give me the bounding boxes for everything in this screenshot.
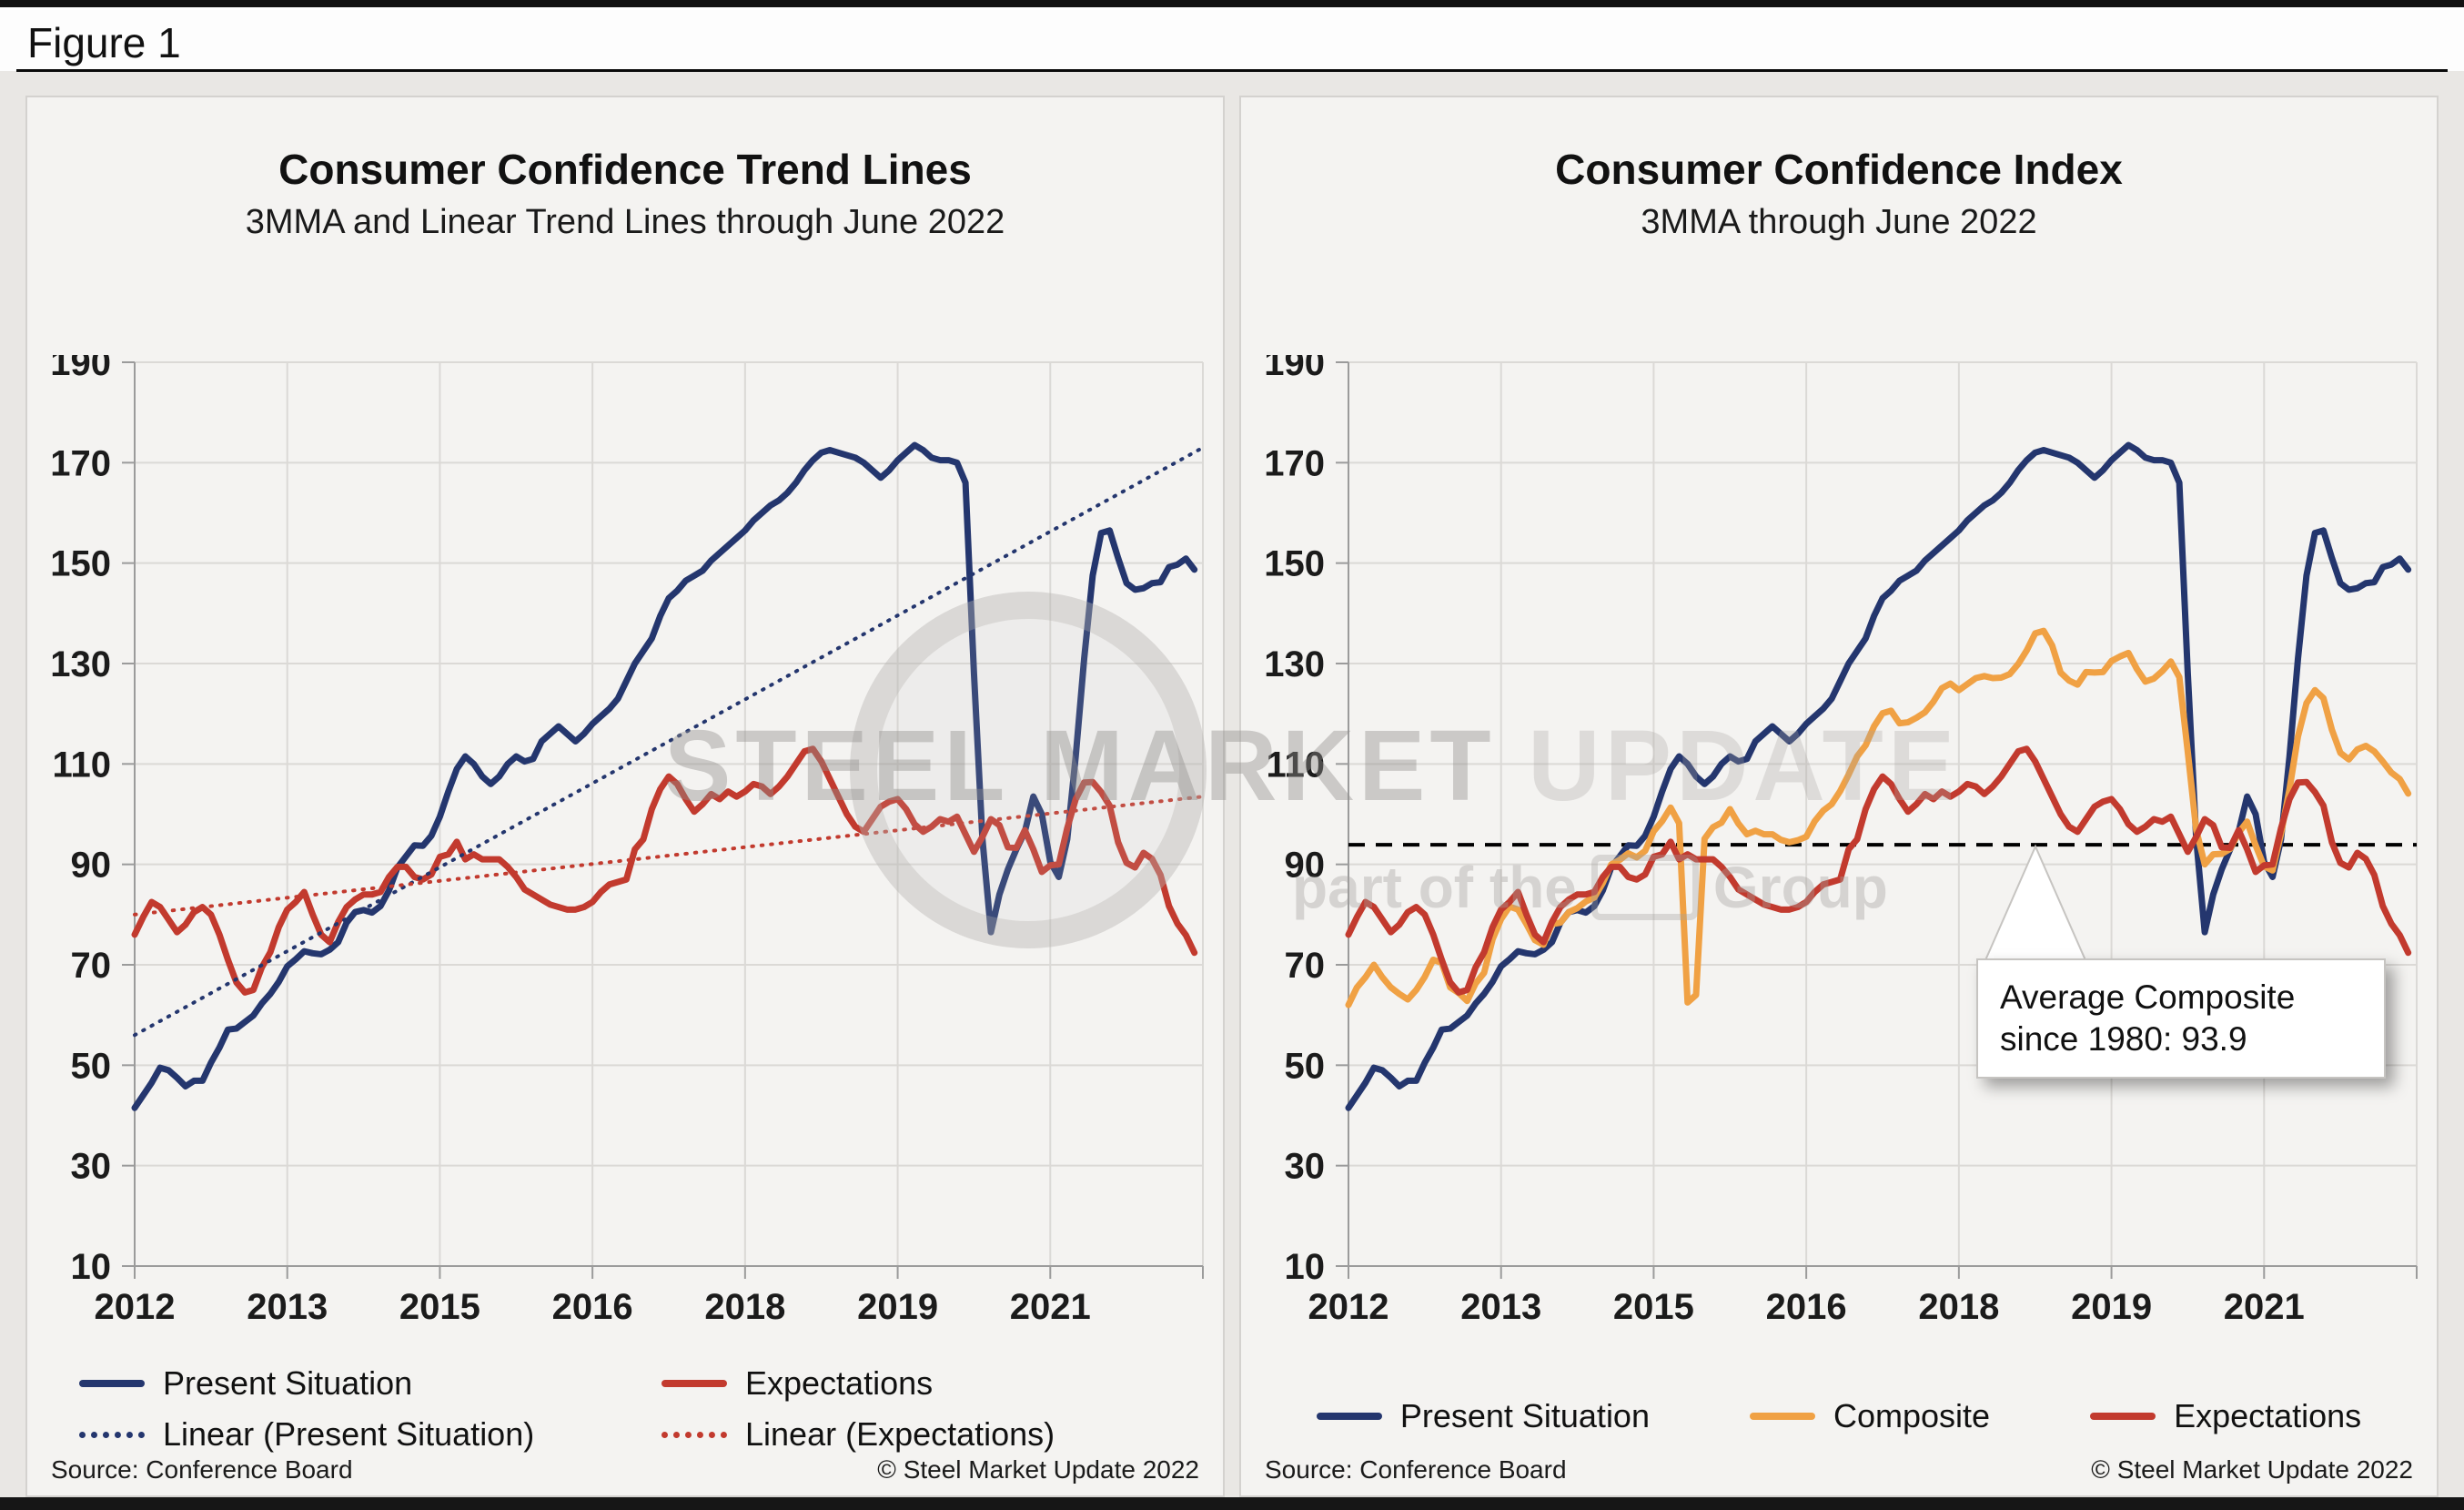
x-tick-label: 2015 [399,1287,480,1327]
x-tick-label: 2019 [2071,1287,2152,1327]
y-tick-label: 190 [50,355,111,383]
x-tick-label: 2016 [552,1287,633,1327]
y-tick-label: 110 [52,745,111,785]
y-tick-label: 110 [1266,745,1325,785]
series-line-composite [1345,627,2412,1008]
y-tick-label: 150 [50,544,111,584]
x-tick-label: 2013 [1460,1287,1541,1327]
legend-row: Present Situation Expectations [27,1364,1223,1403]
y-tick-label: 30 [1285,1147,1326,1187]
chart-legend: Present Situation Expectations Linear (Pre… [27,1364,1223,1466]
x-tick-label: 2012 [95,1287,176,1327]
y-tick-label: 10 [71,1247,112,1287]
x-tick-label: 2015 [1613,1287,1694,1327]
legend-swatch [2090,1413,2156,1420]
legend-item-linear-expectations-: Linear (Expectations) [661,1415,1171,1454]
chart-title: Consumer Confidence Trend Lines [278,146,972,193]
legend-item-present-situation: Present Situation [1316,1397,1650,1435]
legend-swatch [79,1431,145,1438]
panel-footer: Source: Conference Board © Steel Market … [1265,1455,2413,1485]
y-tick-label: 50 [71,1046,112,1086]
bottom-border-bar [0,1497,2464,1510]
legend-swatch [79,1380,145,1387]
legend-label: Expectations [2174,1397,2362,1434]
top-border-bar [0,0,2464,7]
x-tick-label: 2013 [247,1287,328,1327]
x-tick-label: 2021 [1010,1287,1091,1327]
legend-swatch [1316,1413,1382,1420]
legend-swatch [661,1380,727,1387]
source-text: Source: Conference Board [51,1455,353,1484]
y-tick-label: 150 [1264,544,1325,584]
y-tick-label: 130 [1264,644,1325,684]
series-line-linear-expectations- [133,795,1205,917]
x-tick-label: 2016 [1766,1287,1847,1327]
x-tick-label: 2018 [1918,1287,1999,1327]
y-tick-label: 70 [1285,946,1326,986]
chart-panel-trend-lines: Consumer Confidence Trend Lines 3MMA and… [25,96,1225,1497]
y-tick-label: 170 [50,443,111,483]
y-tick-label: 50 [1285,1046,1326,1086]
y-tick-label: 130 [50,644,111,684]
figure-header: Figure 1 [0,7,2464,71]
legend-item-composite: Composite [1749,1397,1991,1435]
y-tick-label: 190 [1264,355,1325,383]
legend-label: Linear (Expectations) [745,1415,1055,1453]
average-composite-annotation: Average Composite since 1980: 93.9 [1976,958,2386,1079]
legend-row: Present Situation Composite Expectations [1241,1397,2437,1435]
legend-label: Expectations [745,1364,934,1402]
legend-label: Present Situation [1399,1397,1650,1434]
x-tick-label: 2018 [704,1287,785,1327]
chart-panel-confidence-index: Consumer Confidence Index 3MMA through J… [1239,96,2439,1497]
y-tick-label: 10 [1285,1247,1326,1287]
chart-legend: Present Situation Composite Expectations [1241,1397,2437,1448]
series-line-linear-present-situation- [133,445,1205,1038]
legend-item-expectations: Expectations [661,1364,1171,1403]
chart-plot: 10 30 50 70 90 110 130 150 170 190 2012 2013 2015 201… [35,355,1210,1336]
annotation-line-2: since 1980: 93.9 [2000,1020,2247,1058]
panel-footer: Source: Conference Board © Steel Market … [51,1455,1199,1485]
annotation-line-1: Average Composite [2000,978,2296,1016]
x-tick-label: 2021 [2224,1287,2305,1327]
y-tick-label: 30 [71,1147,112,1187]
legend-item-present-situation: Present Situation [79,1364,661,1403]
chart-title: Consumer Confidence Index [1555,146,2123,193]
chart-canvas: 10 30 50 70 90 110 130 150 170 190 2012 2013 2015 201… [1264,355,2418,1327]
series-line-present-situation [131,441,1198,1111]
chart-subtitle: 3MMA and Linear Trend Lines through June… [245,203,1005,241]
y-tick-label: 170 [1264,443,1325,483]
legend-row: Linear (Present Situation) Linear (Expect… [27,1415,1223,1454]
source-text: Source: Conference Board [1265,1455,1567,1484]
y-tick-label: 70 [71,946,112,986]
y-tick-label: 90 [1285,846,1326,886]
x-tick-label: 2012 [1308,1287,1389,1327]
legend-label: Composite [1833,1397,1991,1434]
series-line-expectations [131,745,1198,996]
y-tick-label: 90 [71,846,112,886]
header-divider [16,69,2448,72]
chart-subtitle: 3MMA through June 2022 [1641,203,2037,241]
legend-swatch [1749,1413,1815,1420]
legend-swatch [661,1431,727,1438]
legend-label: Linear (Present Situation) [163,1415,535,1453]
copyright-text: © Steel Market Update 2022 [2091,1455,2413,1484]
chart-plot: 10 30 50 70 90 110 130 150 170 190 2012 2013 2015 201… [1248,355,2424,1336]
figure-label: Figure 1 [27,19,181,66]
legend-label: Present Situation [163,1364,413,1402]
legend-item-expectations: Expectations [2090,1397,2361,1435]
x-tick-label: 2019 [857,1287,938,1327]
series-line-expectations [1345,745,2412,996]
copyright-text: © Steel Market Update 2022 [877,1455,1199,1484]
chart-canvas: 10 30 50 70 90 110 130 150 170 190 2012 2013 2015 201… [50,355,1205,1327]
legend-item-linear-present-situation-: Linear (Present Situation) [79,1415,661,1454]
